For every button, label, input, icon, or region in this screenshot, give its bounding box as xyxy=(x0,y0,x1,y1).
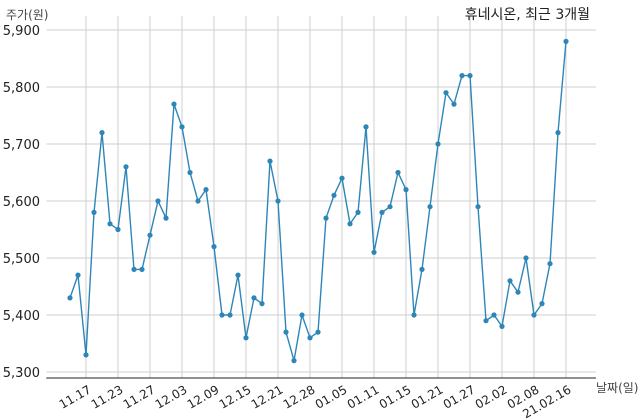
price-point xyxy=(267,158,273,164)
x-tick-label: 01.21 xyxy=(409,382,446,411)
price-point xyxy=(547,261,553,267)
price-points xyxy=(67,38,569,364)
price-point xyxy=(187,169,193,176)
price-point xyxy=(67,295,73,301)
price-point xyxy=(467,73,473,79)
price-point xyxy=(459,73,465,79)
price-point xyxy=(99,130,105,136)
y-tick-label: 5,300 xyxy=(3,366,40,381)
price-point xyxy=(427,204,433,210)
y-tick-label: 5,900 xyxy=(3,24,40,39)
price-point xyxy=(307,335,313,341)
price-point xyxy=(379,209,385,215)
x-tick-label: 12.09 xyxy=(185,382,222,411)
price-point xyxy=(475,204,481,210)
x-tick-label: 11.17 xyxy=(57,382,94,411)
price-point xyxy=(147,232,153,238)
price-point xyxy=(387,204,393,210)
price-point xyxy=(323,215,329,221)
price-point xyxy=(355,209,361,215)
price-point xyxy=(139,266,145,272)
price-point xyxy=(403,187,409,193)
price-point xyxy=(499,323,505,329)
price-point xyxy=(339,175,345,181)
x-tick-label: 12.15 xyxy=(217,382,254,411)
x-tick-label: 11.27 xyxy=(121,382,158,411)
y-tick-label: 5,700 xyxy=(3,138,40,153)
price-point xyxy=(131,266,137,272)
price-point xyxy=(155,198,161,204)
price-point xyxy=(451,101,457,107)
price-point xyxy=(523,255,529,261)
x-tick-label: 12.03 xyxy=(153,382,190,411)
y-tick-label: 5,400 xyxy=(3,309,40,324)
price-point xyxy=(507,278,513,284)
x-tick-label: 11.23 xyxy=(89,382,126,411)
chart-title: 휴네시온, 최근 3개월 xyxy=(465,7,590,23)
price-point xyxy=(179,124,185,130)
y-tick-label: 5,800 xyxy=(3,81,40,96)
y-axis-title: 주가(원) xyxy=(6,8,48,22)
price-point xyxy=(123,164,129,170)
y-tick-labels: 5,300 5,400 5,500 5,600 5,700 5,800 5,900 xyxy=(3,24,40,381)
price-point xyxy=(531,312,537,318)
price-point xyxy=(395,169,401,176)
price-point xyxy=(251,295,257,301)
x-tick-label: 01.27 xyxy=(441,382,478,411)
x-tick-label: 12.28 xyxy=(281,382,318,411)
x-tick-label: 01.11 xyxy=(345,382,382,411)
price-point xyxy=(419,266,425,272)
price-point xyxy=(235,272,241,278)
price-point xyxy=(299,312,305,318)
x-tick-label: 12.21 xyxy=(249,382,286,411)
price-point xyxy=(195,198,201,204)
price-point xyxy=(227,312,233,318)
price-point xyxy=(259,301,265,307)
price-point xyxy=(291,358,297,364)
price-point xyxy=(115,226,121,233)
price-point xyxy=(315,329,321,335)
price-point xyxy=(203,187,209,193)
price-point xyxy=(219,312,225,318)
x-tick-labels: 11.1711.2311.2712.0312.0912.1512.2112.28… xyxy=(57,382,574,419)
price-point xyxy=(163,215,169,221)
y-tick-label: 5,500 xyxy=(3,252,40,267)
price-point xyxy=(171,101,177,107)
price-point xyxy=(411,312,417,318)
x-tick-label: 01.05 xyxy=(313,382,350,411)
price-point xyxy=(371,249,377,255)
price-point xyxy=(435,141,441,147)
price-point xyxy=(539,301,545,307)
price-point xyxy=(483,318,489,324)
price-point xyxy=(91,209,97,215)
price-point xyxy=(555,130,561,136)
price-point xyxy=(331,192,337,198)
price-point xyxy=(283,329,289,335)
price-point xyxy=(83,352,89,358)
x-tick-label: 01.15 xyxy=(377,382,414,411)
x-axis-title: 날짜(일) xyxy=(596,381,638,395)
price-point xyxy=(211,244,217,250)
price-point xyxy=(107,221,113,227)
price-point xyxy=(563,38,569,45)
price-point xyxy=(243,335,249,341)
price-point xyxy=(347,221,353,227)
price-point xyxy=(443,90,449,96)
price-point xyxy=(491,312,497,318)
price-point xyxy=(275,198,281,204)
y-tick-label: 5,600 xyxy=(3,195,40,210)
price-point xyxy=(515,289,521,295)
x-tick-label: 02.02 xyxy=(473,382,510,411)
price-point xyxy=(363,124,369,130)
price-point xyxy=(75,272,81,278)
